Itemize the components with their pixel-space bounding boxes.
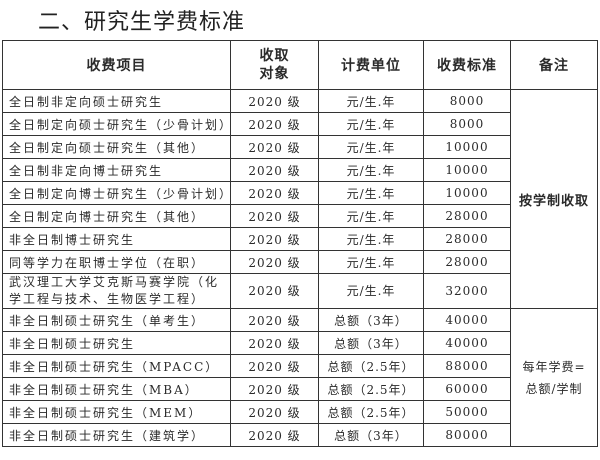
fee-cell: 88000	[423, 354, 511, 378]
target-cell: 2020 级	[230, 273, 319, 309]
fee-cell: 40000	[423, 308, 511, 332]
table-row: 全日制非定向硕士研究生 2020 级元/生.年 8000 按学制收取	[2, 89, 598, 309]
fee-cell: 28000	[423, 227, 511, 251]
header-item: 收费项目	[2, 40, 231, 90]
item-cell: 非全日制博士研究生	[2, 227, 231, 251]
target-cell: 2020 级	[230, 89, 319, 113]
item-cell: 全日制定向博士研究生（少骨计划）	[2, 181, 231, 205]
target-cell: 2020 级	[230, 112, 319, 136]
table-row: 全日制定向博士研究生（少骨计划） 2020 级元/生.年 10000	[2, 181, 598, 205]
item-cell: 同等学力在职博士学位（在职）	[2, 250, 231, 274]
target-cell: 2020 级	[230, 377, 319, 401]
header-fee: 收费标准	[423, 40, 511, 90]
unit-cell: 总额（3年）	[318, 331, 424, 355]
fee-cell: 40000	[423, 331, 511, 355]
item-cell: 非全日制硕士研究生（MPACC）	[2, 354, 231, 378]
target-cell: 2020 级	[230, 204, 319, 228]
item-cell: 非全日制硕士研究生（建筑学）	[2, 423, 231, 447]
unit-cell: 元/生.年	[318, 227, 424, 251]
table-row: 全日制非定向博士研究生 2020 级元/生.年 10000	[2, 158, 598, 182]
target-cell: 2020 级	[230, 423, 319, 447]
table-row: 非全日制硕士研究生（MPACC） 2020 级总额（2.5年） 88000	[2, 354, 598, 378]
item-cell: 非全日制硕士研究生	[2, 331, 231, 355]
item-cell: 全日制非定向硕士研究生	[2, 89, 231, 113]
item-cell: 全日制定向博士研究生（其他）	[2, 204, 231, 228]
table-row: 武汉理工大学艾克斯马赛学院（化学工程与技术、生物医学工程） 2020 级元/生.年…	[2, 273, 598, 309]
note-annual-fee: 每年学费= 总额/学制	[510, 308, 598, 447]
target-cell: 2020 级	[230, 354, 319, 378]
header-target: 收取对象	[230, 40, 319, 90]
fee-cell: 50000	[423, 400, 511, 424]
unit-cell: 元/生.年	[318, 204, 424, 228]
header-target-text: 收取对象	[259, 48, 290, 82]
header-row: 收费项目 收取对象 计费单位 收费标准 备注	[2, 40, 598, 90]
fee-cell: 8000	[423, 89, 511, 113]
section-title: 二、研究生学费标准	[38, 10, 246, 35]
fee-cell: 10000	[423, 181, 511, 205]
table-row: 全日制定向硕士研究生（其他） 2020 级元/生.年 10000	[2, 135, 598, 159]
table-row: 非全日制硕士研究生（MEM） 2020 级总额（2.5年） 50000	[2, 400, 598, 424]
table-row: 非全日制博士研究生 2020 级元/生.年 28000	[2, 227, 598, 251]
unit-cell: 元/生.年	[318, 89, 424, 113]
note-by-duration: 按学制收取	[510, 89, 598, 309]
target-cell: 2020 级	[230, 250, 319, 274]
fee-cell: 10000	[423, 158, 511, 182]
fee-cell: 28000	[423, 250, 511, 274]
target-cell: 2020 级	[230, 181, 319, 205]
table-row: 同等学力在职博士学位（在职） 2020 级元/生.年 28000	[2, 250, 598, 274]
fee-cell: 32000	[423, 273, 511, 309]
table-row: 非全日制硕士研究生（MBA） 2020 级总额（2.5年） 60000	[2, 377, 598, 401]
item-cell: 非全日制硕士研究生（MBA）	[2, 377, 231, 401]
table-row: 非全日制硕士研究生（单考生） 2020 级总额（3年） 40000 每年学费= 总额/学…	[2, 308, 598, 447]
unit-cell: 元/生.年	[318, 273, 424, 309]
unit-cell: 总额（2.5年）	[318, 354, 424, 378]
table-row: 全日制定向博士研究生（其他） 2020 级元/生.年 28000	[2, 204, 598, 228]
table-row: 非全日制硕士研究生 2020 级总额（3年） 40000	[2, 331, 598, 355]
target-cell: 2020 级	[230, 308, 319, 332]
unit-cell: 元/生.年	[318, 135, 424, 159]
target-cell: 2020 级	[230, 331, 319, 355]
note-line-2: 总额/学制	[525, 381, 583, 396]
item-cell: 全日制定向硕士研究生（其他）	[2, 135, 231, 159]
target-cell: 2020 级	[230, 158, 319, 182]
unit-cell: 元/生.年	[318, 181, 424, 205]
unit-cell: 总额（3年）	[318, 423, 424, 447]
unit-cell: 总额（3年）	[318, 308, 424, 332]
unit-cell: 元/生.年	[318, 112, 424, 136]
header-unit: 计费单位	[318, 40, 424, 90]
unit-cell: 总额（2.5年）	[318, 400, 424, 424]
target-cell: 2020 级	[230, 227, 319, 251]
fee-cell: 10000	[423, 135, 511, 159]
header-note: 备注	[510, 40, 598, 90]
table-row: 全日制定向硕士研究生（少骨计划） 2020 级元/生.年 8000	[2, 112, 598, 136]
unit-cell: 元/生.年	[318, 250, 424, 274]
fee-cell: 28000	[423, 204, 511, 228]
item-cell: 全日制定向硕士研究生（少骨计划）	[2, 112, 231, 136]
item-cell: 非全日制硕士研究生（MEM）	[2, 400, 231, 424]
table-row: 非全日制硕士研究生（建筑学） 2020 级总额（3年） 80000	[2, 423, 598, 447]
item-cell: 非全日制硕士研究生（单考生）	[2, 308, 231, 332]
note-line-1: 每年学费=	[522, 359, 586, 374]
fee-cell: 60000	[423, 377, 511, 401]
target-cell: 2020 级	[230, 400, 319, 424]
fee-cell: 80000	[423, 423, 511, 447]
target-cell: 2020 级	[230, 135, 319, 159]
item-cell: 武汉理工大学艾克斯马赛学院（化学工程与技术、生物医学工程）	[2, 273, 231, 309]
item-cell: 全日制非定向博士研究生	[2, 158, 231, 182]
unit-cell: 元/生.年	[318, 158, 424, 182]
fee-cell: 8000	[423, 112, 511, 136]
fee-table: 收费项目 收取对象 计费单位 收费标准 备注 全日制非定向硕士研究生 2020 级…	[2, 40, 598, 447]
unit-cell: 总额（2.5年）	[318, 377, 424, 401]
